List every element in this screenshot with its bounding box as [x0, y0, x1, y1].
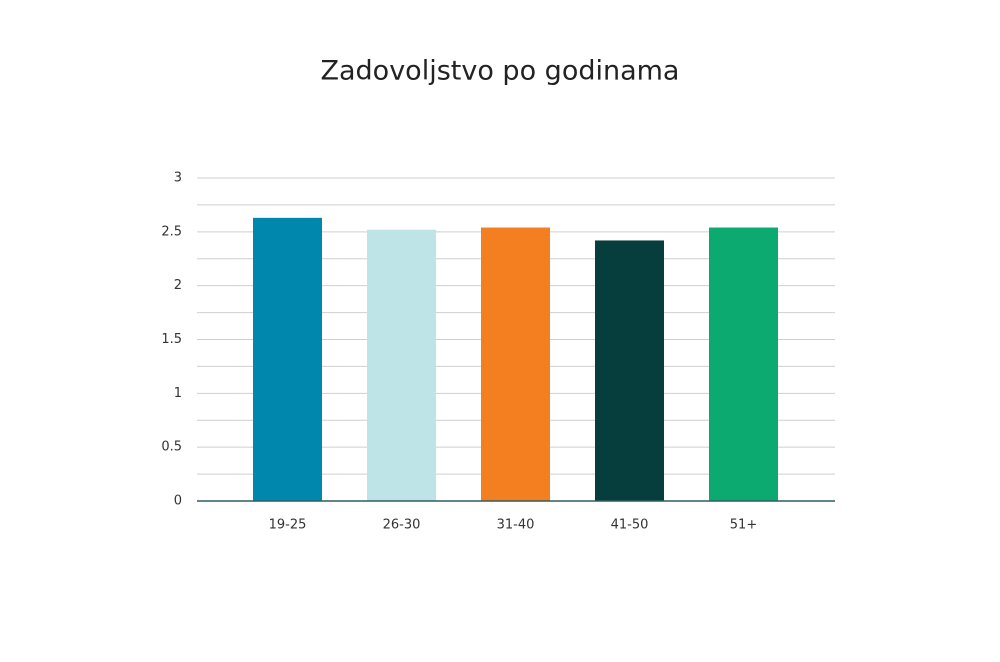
y-tick-label: 2.5 — [161, 224, 182, 239]
bar — [709, 227, 778, 501]
bar — [481, 227, 550, 501]
bar — [253, 217, 322, 501]
bar — [367, 229, 436, 501]
y-tick-label: 0.5 — [161, 440, 182, 455]
x-tick-label: 41-50 — [611, 518, 649, 533]
y-tick-label: 3 — [174, 171, 182, 186]
y-tick-label: 0 — [174, 494, 182, 509]
y-tick-label: 1 — [174, 386, 182, 401]
x-tick-label: 19-25 — [269, 518, 307, 533]
chart-title: Zadovoljstvo po godinama — [321, 56, 680, 87]
y-tick-label: 1.5 — [161, 332, 182, 347]
bar — [595, 240, 664, 502]
y-tick-label: 2 — [174, 278, 182, 293]
x-tick-label: 51+ — [730, 518, 757, 533]
x-tick-label: 31-40 — [497, 518, 535, 533]
x-tick-label: 26-30 — [383, 518, 421, 533]
